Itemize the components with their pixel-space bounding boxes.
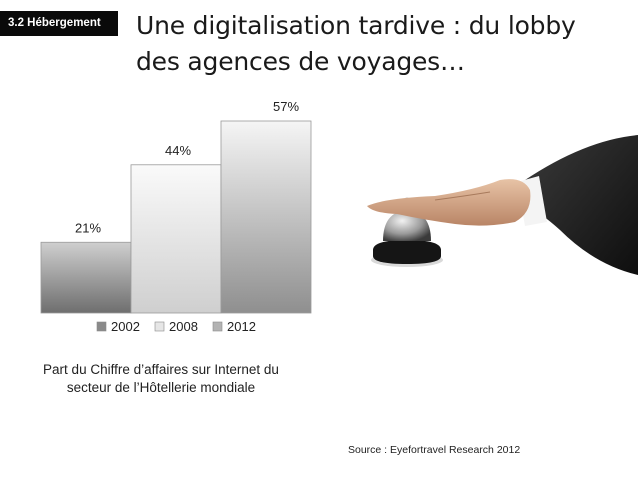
title-line-1: Une digitalisation tardive : du lobby <box>136 11 576 40</box>
chart-caption: Part du Chiffre d’affaires sur Internet … <box>26 361 296 397</box>
bars-group <box>40 120 312 314</box>
section-tag: 3.2 Hébergement <box>0 11 118 36</box>
legend-swatch-2008 <box>154 321 165 332</box>
legend-label-2012: 2012 <box>227 319 256 334</box>
data-label-2002: 21% <box>75 220 101 235</box>
source-note: Source : Eyefortravel Research 2012 <box>348 444 521 456</box>
legend-swatch-2012 <box>212 321 223 332</box>
data-label-2008: 44% <box>165 143 191 158</box>
slide-title: Une digitalisation tardive : du lobby de… <box>136 8 631 80</box>
title-line-2: des agences de voyages… <box>136 47 465 76</box>
bar-chart: 21% 44% 57% 2002 2008 2012 <box>40 99 312 334</box>
legend-label-2002: 2002 <box>111 319 140 334</box>
legend-swatch-2002 <box>96 321 107 332</box>
data-label-2012: 57% <box>273 99 299 114</box>
caption-line-2: secteur de l’Hôtellerie mondiale <box>66 380 256 395</box>
hand-ringing-bell-icon <box>367 135 638 275</box>
caption-line-1: Part du Chiffre d’affaires sur Internet … <box>43 362 279 377</box>
bar-2008 <box>130 164 222 314</box>
chart-legend: 2002 2008 2012 <box>96 319 256 334</box>
bar-2002 <box>40 241 132 314</box>
bar-2012 <box>220 120 312 314</box>
data-labels-group: 21% 44% 57% <box>75 99 299 235</box>
legend-label-2008: 2008 <box>169 319 198 334</box>
